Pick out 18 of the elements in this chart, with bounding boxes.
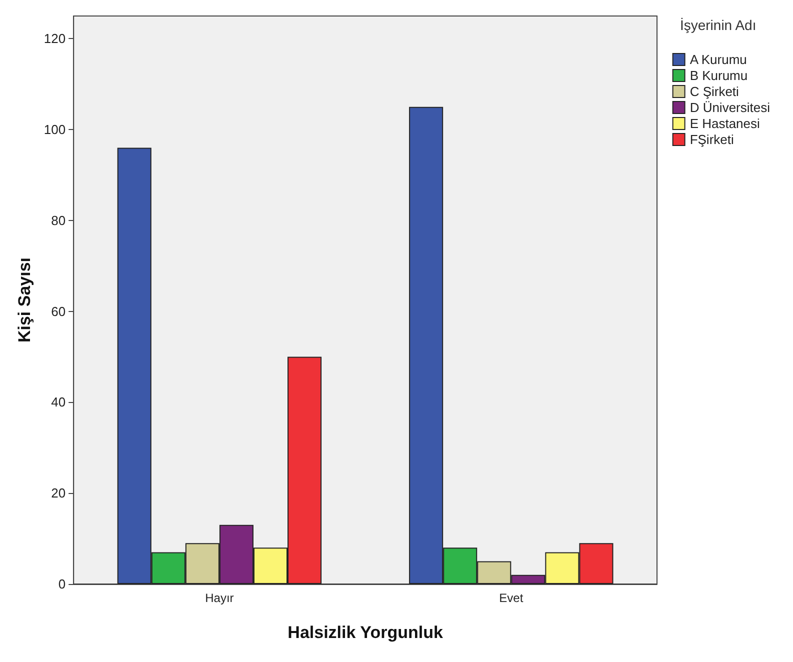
y-tick-label: 0 [58,576,66,592]
legend-label: A Kurumu [690,52,747,67]
legend-label: FŞirketi [690,132,734,147]
legend-label: D Üniversitesi [690,100,770,115]
y-tick-label: 40 [51,394,66,410]
x-tick-label: Hayır [205,591,234,605]
x-tick-label: Evet [499,591,524,605]
y-tick-label: 60 [51,304,66,319]
y-axis-title: Kişi Sayısı [15,257,34,343]
y-tick-label: 20 [51,486,66,501]
legend-label: B Kurumu [690,68,748,83]
legend-label: E Hastanesi [690,116,760,131]
legend-title: İşyerinin Adı [680,17,756,33]
legend-label: C Şirketi [690,84,740,99]
x-axis-title: Halsizlik Yorgunluk [288,623,444,642]
y-tick-label: 80 [51,212,66,228]
y-tick-label: 120 [44,31,66,46]
y-tick-label: 100 [44,122,66,138]
